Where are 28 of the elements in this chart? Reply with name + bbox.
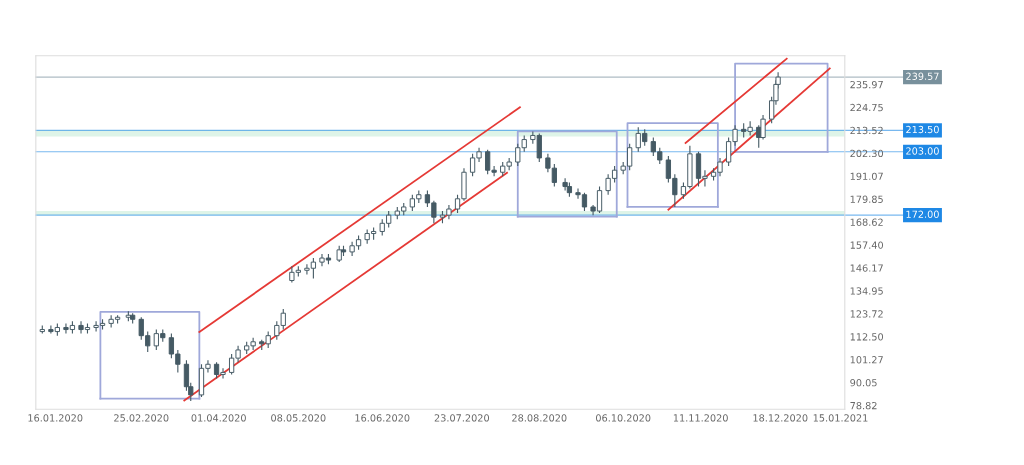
y-tick-label: 146.17: [850, 264, 883, 272]
ref-line-label: 172.00: [906, 210, 939, 218]
x-tick-label: 16.01.2020: [28, 414, 83, 422]
x-tick-label: 11.11.2020: [673, 414, 728, 422]
x-tick-label: 18.12.2020: [753, 414, 808, 422]
x-tick-label: 15.01.2021: [813, 414, 868, 422]
y-tick-label: 235.97: [850, 80, 883, 89]
x-tick-label: 23.07.2020: [434, 414, 490, 422]
x-tick-label: 28.08.2020: [512, 414, 567, 422]
y-tick-label: 90.05: [850, 379, 877, 387]
y-tick-label: 123.72: [850, 310, 883, 318]
y-tick-label: 224.75: [850, 103, 883, 112]
y-tick-label: 112.50: [850, 333, 884, 341]
ref-line-label: 239.57: [906, 72, 939, 80]
ref-line-label: 213.50: [906, 125, 939, 134]
x-tick-label: 01.04.2020: [191, 414, 246, 422]
y-tick-label: 179.85: [850, 195, 883, 203]
y-tick-label: 191.07: [850, 172, 883, 181]
y-tick-label: 101.27: [850, 356, 883, 364]
x-tick-label: 06.10.2020: [596, 414, 651, 422]
ref-line-label: 203.00: [906, 147, 939, 155]
y-tick-label: 157.40: [850, 241, 884, 249]
x-tick-label: 16.06.2020: [355, 414, 410, 422]
y-tick-label: 168.62: [850, 218, 883, 226]
y-tick-label: 78.82: [850, 401, 877, 410]
x-tick-label: 25.02.2020: [114, 414, 169, 422]
y-tick-label: 134.95: [850, 287, 883, 295]
x-tick-label: 08.05.2020: [271, 414, 326, 422]
